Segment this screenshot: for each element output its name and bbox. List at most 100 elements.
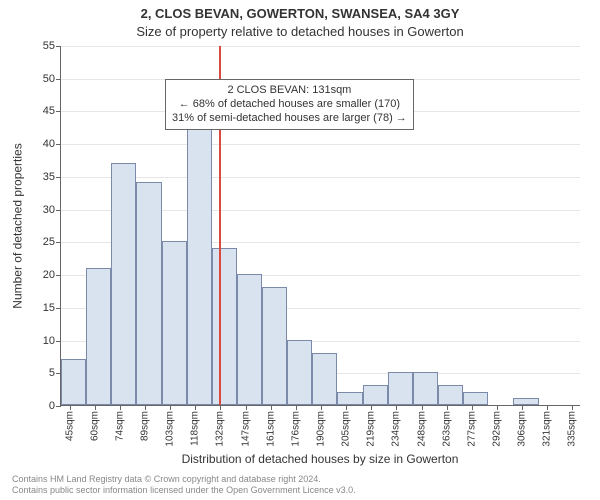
y-tick-label: 5 xyxy=(49,367,55,379)
y-tick-label: 25 xyxy=(43,236,55,248)
footer-line: Contains public sector information licen… xyxy=(12,485,356,496)
annotation-line: ← 68% of detached houses are smaller (17… xyxy=(172,97,407,111)
x-tick-mark xyxy=(422,405,423,410)
histogram-bar xyxy=(413,372,438,405)
x-tick-label: 161sqm xyxy=(265,411,276,447)
histogram-bar xyxy=(312,353,337,405)
x-tick-label: 335sqm xyxy=(567,411,578,447)
x-tick-label: 306sqm xyxy=(517,411,528,447)
y-tick-label: 20 xyxy=(43,269,55,281)
x-tick-mark xyxy=(321,405,322,410)
y-tick-label: 0 xyxy=(49,400,55,412)
x-tick-mark xyxy=(522,405,523,410)
histogram-bar xyxy=(463,392,488,405)
y-tick-label: 40 xyxy=(43,138,55,150)
y-tick-mark xyxy=(56,210,61,211)
x-tick-label: 263sqm xyxy=(441,411,452,447)
page-subtitle: Size of property relative to detached ho… xyxy=(0,24,600,39)
y-tick-label: 30 xyxy=(43,204,55,216)
y-tick-label: 45 xyxy=(43,105,55,117)
histogram-bar xyxy=(388,372,413,405)
annotation-line: 2 CLOS BEVAN: 131sqm xyxy=(172,83,407,97)
footer-line: Contains HM Land Registry data © Crown c… xyxy=(12,474,356,485)
histogram-bar xyxy=(237,274,262,405)
histogram-bar xyxy=(61,359,86,405)
y-tick-mark xyxy=(56,177,61,178)
y-tick-mark xyxy=(56,275,61,276)
x-tick-label: 60sqm xyxy=(89,411,100,441)
x-tick-label: 132sqm xyxy=(215,411,226,447)
histogram-plot: 051015202530354045505545sqm60sqm74sqm89s… xyxy=(60,46,580,406)
x-tick-mark xyxy=(170,405,171,410)
y-tick-mark xyxy=(56,144,61,145)
x-tick-mark xyxy=(447,405,448,410)
x-tick-mark xyxy=(346,405,347,410)
x-tick-label: 248sqm xyxy=(416,411,427,447)
footer-attribution: Contains HM Land Registry data © Crown c… xyxy=(12,474,356,496)
x-tick-label: 103sqm xyxy=(165,411,176,447)
y-tick-mark xyxy=(56,111,61,112)
x-tick-label: 147sqm xyxy=(240,411,251,447)
x-tick-mark xyxy=(371,405,372,410)
histogram-bar xyxy=(187,117,212,405)
x-tick-mark xyxy=(572,405,573,410)
histogram-bar xyxy=(438,385,463,405)
x-tick-label: 74sqm xyxy=(114,411,125,441)
x-axis-label: Distribution of detached houses by size … xyxy=(60,452,580,466)
x-tick-mark xyxy=(120,405,121,410)
x-tick-label: 277sqm xyxy=(466,411,477,447)
y-tick-label: 50 xyxy=(43,73,55,85)
y-axis-label-text: Number of detached properties xyxy=(11,143,25,308)
x-tick-mark xyxy=(497,405,498,410)
x-tick-label: 89sqm xyxy=(140,411,151,441)
x-tick-mark xyxy=(70,405,71,410)
x-tick-mark xyxy=(296,405,297,410)
x-tick-mark xyxy=(220,405,221,410)
x-tick-label: 118sqm xyxy=(190,411,201,446)
x-tick-label: 219sqm xyxy=(366,411,377,447)
y-tick-label: 15 xyxy=(43,302,55,314)
histogram-bar xyxy=(212,248,237,405)
x-tick-label: 205sqm xyxy=(341,411,352,447)
y-tick-label: 10 xyxy=(43,335,55,347)
x-tick-label: 176sqm xyxy=(290,411,301,447)
y-tick-label: 35 xyxy=(43,171,55,183)
x-tick-mark xyxy=(195,405,196,410)
x-tick-mark xyxy=(547,405,548,410)
histogram-bar xyxy=(162,241,187,405)
y-tick-mark xyxy=(56,79,61,80)
annotation-box: 2 CLOS BEVAN: 131sqm← 68% of detached ho… xyxy=(165,79,414,130)
x-tick-label: 234sqm xyxy=(391,411,402,447)
page-title: 2, CLOS BEVAN, GOWERTON, SWANSEA, SA4 3G… xyxy=(0,6,600,21)
x-tick-mark xyxy=(271,405,272,410)
x-tick-label: 45sqm xyxy=(64,411,75,441)
y-tick-mark xyxy=(56,308,61,309)
chart-container: 2, CLOS BEVAN, GOWERTON, SWANSEA, SA4 3G… xyxy=(0,0,600,500)
histogram-bar xyxy=(513,398,538,405)
y-tick-mark xyxy=(56,242,61,243)
histogram-bar xyxy=(136,182,161,405)
histogram-bar xyxy=(111,163,136,405)
histogram-bar xyxy=(363,385,388,405)
x-tick-mark xyxy=(396,405,397,410)
y-axis-label: Number of detached properties xyxy=(10,46,26,406)
x-tick-label: 190sqm xyxy=(316,411,327,447)
gridline xyxy=(61,177,580,178)
x-tick-mark xyxy=(472,405,473,410)
x-tick-label: 292sqm xyxy=(491,411,502,447)
gridline xyxy=(61,46,580,47)
x-tick-mark xyxy=(246,405,247,410)
y-tick-mark xyxy=(56,46,61,47)
x-tick-mark xyxy=(95,405,96,410)
y-tick-mark xyxy=(56,341,61,342)
histogram-bar xyxy=(262,287,287,405)
histogram-bar xyxy=(86,268,111,405)
histogram-bar xyxy=(337,392,362,405)
y-tick-mark xyxy=(56,406,61,407)
histogram-bar xyxy=(287,340,312,405)
x-tick-mark xyxy=(145,405,146,410)
x-tick-label: 321sqm xyxy=(542,411,553,447)
gridline xyxy=(61,144,580,145)
y-tick-label: 55 xyxy=(43,40,55,52)
annotation-line: 31% of semi-detached houses are larger (… xyxy=(172,111,407,125)
